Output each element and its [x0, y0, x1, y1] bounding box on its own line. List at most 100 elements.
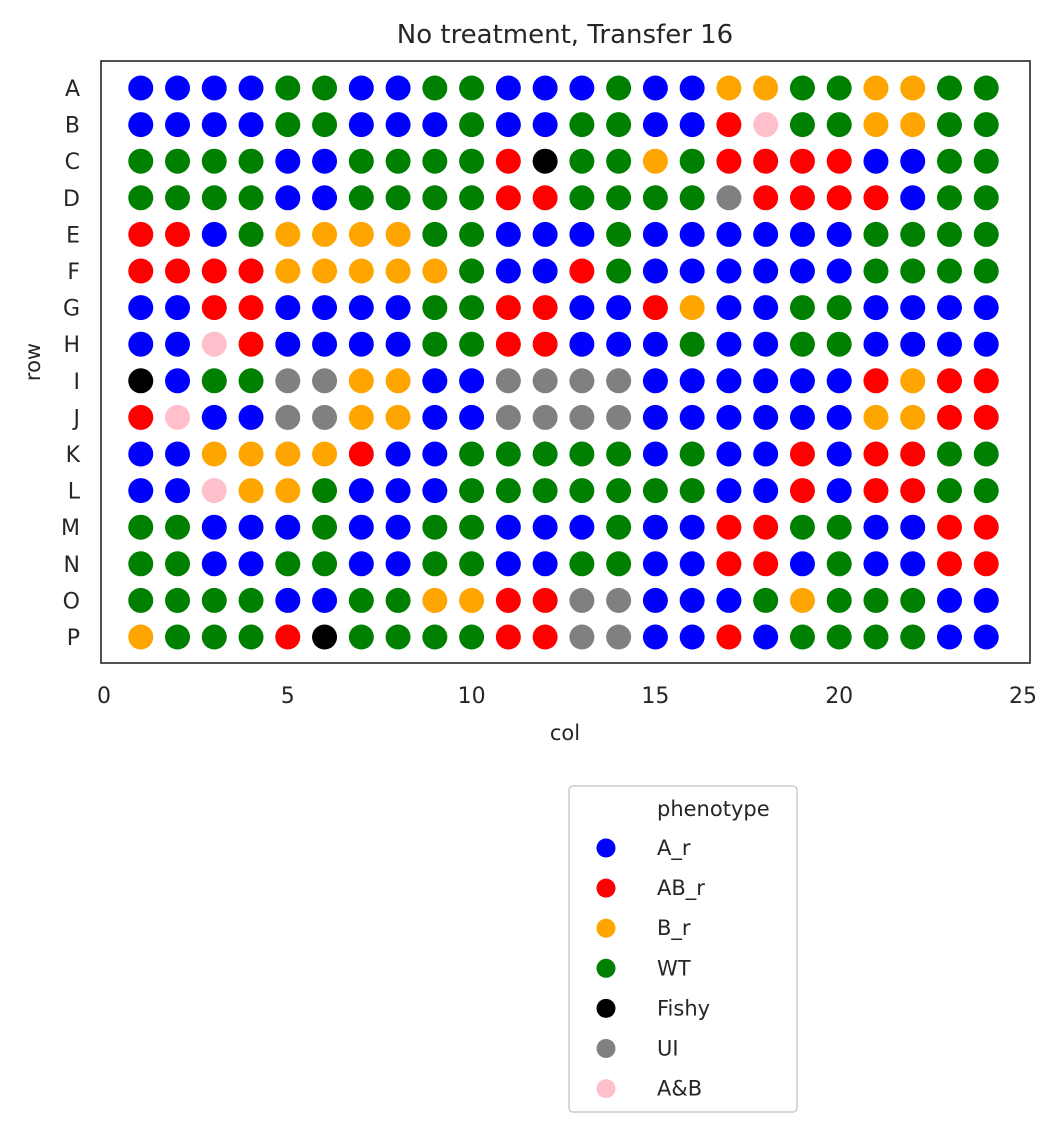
well-point: [385, 551, 411, 577]
well-point: [128, 295, 154, 321]
well-point: [826, 514, 852, 540]
well-point: [936, 624, 962, 650]
well-point: [385, 112, 411, 138]
well-point: [936, 331, 962, 357]
well-point: [385, 514, 411, 540]
well-point: [606, 148, 632, 174]
well-point: [532, 221, 558, 247]
well-point: [312, 185, 338, 211]
well-point: [753, 441, 779, 467]
well-point: [459, 478, 485, 504]
well-point: [900, 258, 926, 284]
well-point: [973, 331, 999, 357]
well-point: [128, 368, 154, 394]
legend-label: A&B: [657, 1077, 702, 1101]
well-point: [900, 185, 926, 211]
well-point: [275, 624, 301, 650]
well-point: [385, 478, 411, 504]
well-point: [201, 478, 227, 504]
well-point: [642, 112, 668, 138]
x-tick-labels: 0 5 10 15 20 25: [97, 684, 1037, 709]
well-point: [275, 587, 301, 613]
legend-label: AB_r: [657, 876, 705, 901]
well-point: [128, 441, 154, 467]
well-point: [385, 185, 411, 211]
well-point: [863, 331, 889, 357]
well-point: [642, 624, 668, 650]
well-point: [753, 112, 779, 138]
well-point: [238, 478, 264, 504]
y-tick-label: H: [63, 333, 80, 358]
well-point: [789, 514, 815, 540]
well-point: [642, 587, 668, 613]
well-point: [973, 75, 999, 101]
well-point: [900, 148, 926, 174]
well-point: [569, 221, 595, 247]
well-point: [385, 75, 411, 101]
well-point: [569, 404, 595, 430]
well-point: [459, 331, 485, 357]
well-point: [789, 624, 815, 650]
well-point: [753, 75, 779, 101]
y-tick-label: D: [63, 187, 80, 212]
well-point: [532, 368, 558, 394]
well-point: [128, 514, 154, 540]
well-point: [863, 514, 889, 540]
well-point: [422, 514, 448, 540]
well-point: [201, 112, 227, 138]
well-point: [275, 404, 301, 430]
well-point: [422, 404, 448, 430]
well-point: [275, 185, 301, 211]
well-point: [863, 112, 889, 138]
well-point: [716, 148, 742, 174]
well-point: [973, 551, 999, 577]
well-point: [385, 624, 411, 650]
well-point: [165, 368, 191, 394]
chart-title: No treatment, Transfer 16: [397, 20, 733, 50]
legend-marker: [596, 838, 616, 858]
well-point: [569, 368, 595, 394]
well-point: [238, 514, 264, 540]
y-tick-label: B: [65, 114, 80, 139]
well-point: [936, 514, 962, 540]
well-point: [826, 368, 852, 394]
well-point: [826, 258, 852, 284]
well-point: [826, 587, 852, 613]
well-point: [385, 295, 411, 321]
well-point: [385, 331, 411, 357]
well-point: [532, 258, 558, 284]
well-point: [459, 368, 485, 394]
well-point: [606, 75, 632, 101]
well-point: [238, 331, 264, 357]
well-point: [495, 624, 521, 650]
well-point: [128, 148, 154, 174]
well-point: [789, 221, 815, 247]
well-point: [606, 587, 632, 613]
well-point: [826, 441, 852, 467]
well-point: [789, 587, 815, 613]
well-point: [936, 75, 962, 101]
well-point: [165, 478, 191, 504]
well-point: [679, 624, 705, 650]
x-axis-label: col: [550, 721, 580, 745]
well-point: [973, 514, 999, 540]
well-point: [679, 441, 705, 467]
well-point: [238, 587, 264, 613]
well-point: [863, 221, 889, 247]
well-point: [569, 587, 595, 613]
well-point: [642, 478, 668, 504]
well-point: [422, 331, 448, 357]
x-tick-label: 5: [281, 684, 295, 709]
well-point: [495, 587, 521, 613]
legend-marker: [596, 958, 616, 978]
well-point: [165, 331, 191, 357]
well-point: [238, 258, 264, 284]
well-point: [606, 221, 632, 247]
well-point: [973, 185, 999, 211]
well-point: [789, 478, 815, 504]
well-point: [753, 404, 779, 430]
well-point: [495, 478, 521, 504]
well-point: [312, 295, 338, 321]
well-point: [753, 624, 779, 650]
